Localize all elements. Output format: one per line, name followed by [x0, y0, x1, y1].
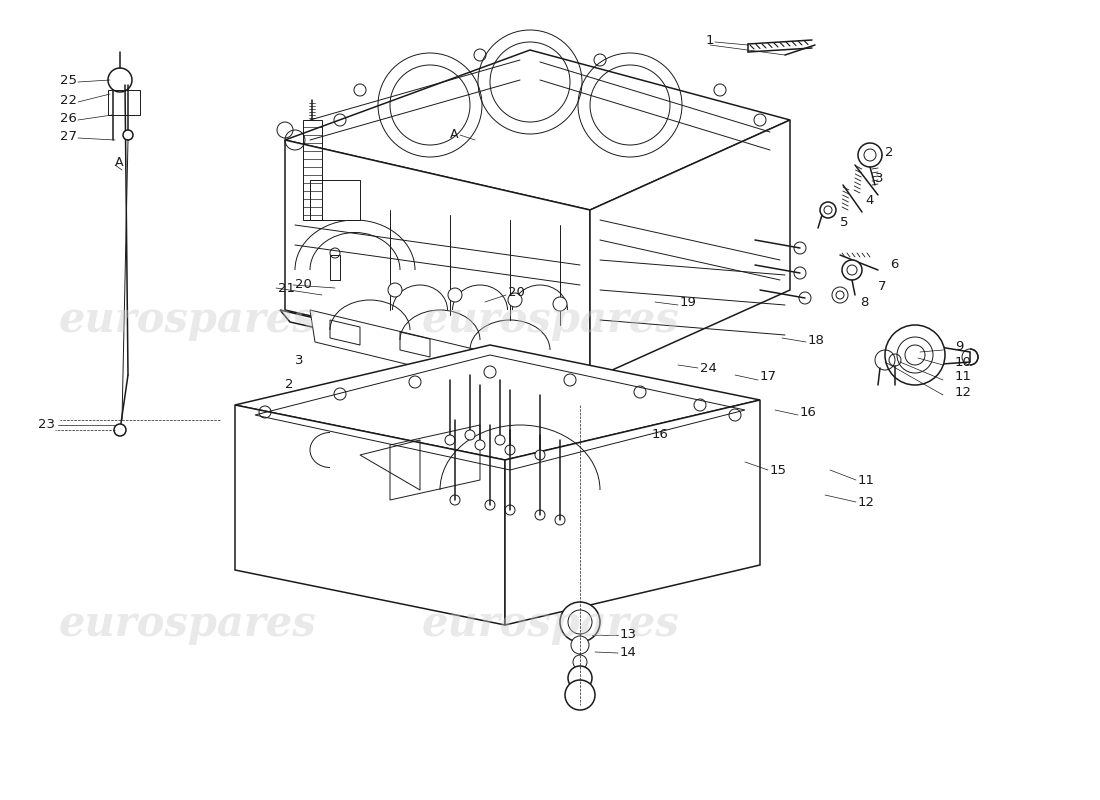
- Text: 16: 16: [800, 406, 817, 418]
- Circle shape: [842, 260, 862, 280]
- Circle shape: [565, 680, 595, 710]
- Polygon shape: [928, 345, 970, 365]
- Text: 26: 26: [60, 111, 77, 125]
- Text: 16: 16: [652, 429, 669, 442]
- Text: 3: 3: [295, 354, 304, 366]
- Circle shape: [123, 130, 133, 140]
- Text: 4: 4: [865, 194, 873, 206]
- Text: 18: 18: [808, 334, 825, 346]
- Polygon shape: [285, 50, 790, 210]
- Text: 27: 27: [60, 130, 77, 142]
- Circle shape: [465, 430, 475, 440]
- Polygon shape: [590, 120, 790, 380]
- Text: A: A: [116, 157, 123, 170]
- Text: 24: 24: [700, 362, 717, 374]
- Circle shape: [448, 288, 462, 302]
- Text: eurospares: eurospares: [421, 299, 679, 341]
- Text: 7: 7: [878, 281, 887, 294]
- Text: eurospares: eurospares: [58, 603, 316, 645]
- Text: 12: 12: [858, 495, 874, 509]
- Polygon shape: [310, 310, 575, 405]
- Text: 8: 8: [860, 295, 868, 309]
- Circle shape: [505, 445, 515, 455]
- Text: 10: 10: [955, 355, 972, 369]
- Text: 17: 17: [760, 370, 777, 383]
- Text: 20: 20: [295, 278, 312, 291]
- Text: A: A: [450, 129, 459, 142]
- Text: 6: 6: [890, 258, 899, 271]
- Polygon shape: [285, 140, 590, 380]
- Polygon shape: [310, 180, 360, 220]
- Polygon shape: [235, 405, 505, 625]
- Text: 23: 23: [39, 418, 55, 431]
- Polygon shape: [505, 400, 760, 625]
- Text: 14: 14: [620, 646, 637, 659]
- Circle shape: [573, 655, 587, 669]
- Circle shape: [475, 440, 485, 450]
- Circle shape: [568, 666, 592, 690]
- Circle shape: [495, 435, 505, 445]
- Text: 19: 19: [680, 295, 697, 309]
- Text: 9: 9: [955, 341, 964, 354]
- Text: 15: 15: [770, 463, 786, 477]
- Circle shape: [858, 143, 882, 167]
- Text: 11: 11: [858, 474, 874, 486]
- Text: 13: 13: [620, 629, 637, 642]
- Circle shape: [571, 636, 588, 654]
- Text: eurospares: eurospares: [58, 299, 316, 341]
- Polygon shape: [235, 345, 760, 460]
- Text: 11: 11: [955, 370, 972, 383]
- Text: 1: 1: [706, 34, 714, 46]
- Circle shape: [560, 602, 600, 642]
- Text: 5: 5: [840, 215, 848, 229]
- Circle shape: [446, 435, 455, 445]
- Text: 2: 2: [886, 146, 893, 158]
- Text: 21: 21: [278, 282, 295, 294]
- Text: 12: 12: [955, 386, 972, 398]
- Circle shape: [114, 424, 126, 436]
- Text: 3: 3: [874, 171, 883, 185]
- Text: 25: 25: [60, 74, 77, 86]
- Polygon shape: [330, 255, 340, 280]
- Circle shape: [553, 297, 566, 311]
- Circle shape: [535, 450, 544, 460]
- Circle shape: [508, 293, 522, 307]
- Circle shape: [886, 325, 945, 385]
- Text: 2: 2: [285, 378, 294, 391]
- Circle shape: [388, 283, 401, 297]
- Text: eurospares: eurospares: [421, 603, 679, 645]
- Text: 20: 20: [508, 286, 525, 298]
- Text: 22: 22: [60, 94, 77, 106]
